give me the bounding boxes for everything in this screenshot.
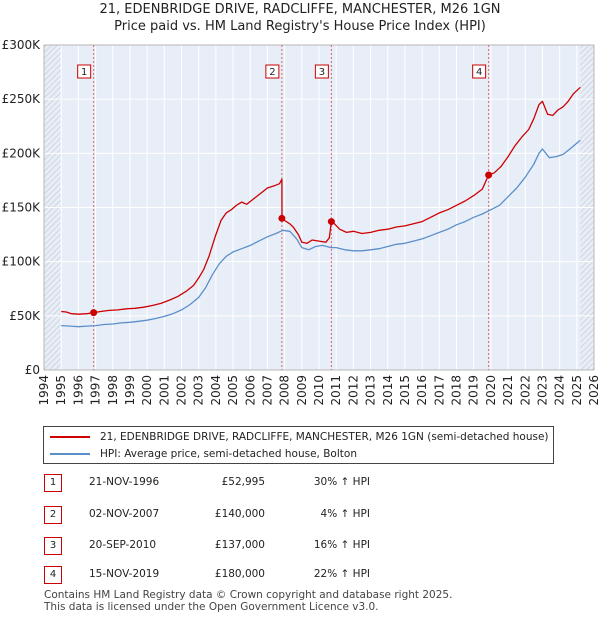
x-tick-label: 2024 — [553, 375, 567, 406]
sale-label-box — [265, 64, 280, 79]
series-line-property — [61, 86, 581, 315]
sale-row: 2 02-NOV-2007 £140,000 4% ↑ HPI — [0, 504, 600, 526]
x-tick-label: 2021 — [501, 375, 515, 406]
sale-number-badge: 2 — [44, 506, 62, 524]
x-tick-label: 2014 — [381, 375, 395, 406]
sale-row: 4 15-NOV-2019 £180,000 22% ↑ HPI — [0, 564, 600, 586]
x-tick-label: 2000 — [140, 375, 154, 406]
x-tick-label: 2023 — [535, 375, 549, 406]
sale-date: 21-NOV-1996 — [89, 476, 160, 488]
sale-hpi-change: 22% ↑ HPI — [313, 568, 370, 580]
legend-swatch-property — [50, 436, 90, 438]
x-tick-label: 2013 — [364, 375, 378, 406]
sale-date: 20-SEP-2010 — [89, 539, 157, 551]
x-tick-label: 2026 — [587, 375, 600, 406]
x-tick-label: 2004 — [209, 375, 223, 406]
sale-point — [485, 171, 493, 179]
x-tick-label: 2009 — [295, 375, 309, 406]
sale-point — [278, 214, 286, 222]
x-tick-label: 1994 — [37, 375, 51, 406]
legend-swatch-hpi — [50, 453, 90, 455]
y-tick-label: £0 — [25, 363, 40, 377]
x-tick-label: 2002 — [175, 375, 189, 406]
x-tick-label: 1998 — [106, 375, 120, 406]
x-tick-label: 2019 — [467, 375, 481, 406]
series-line-hpi — [61, 139, 581, 328]
sale-label-text: 3 — [319, 67, 325, 78]
sale-price: £137,000 — [214, 539, 265, 551]
sale-date: 02-NOV-2007 — [89, 508, 160, 520]
y-tick-label: £300K — [2, 38, 42, 52]
legend-item-property: 21, EDENBRIDGE DRIVE, RADCLIFFE, MANCHES… — [44, 429, 549, 445]
chart-legend: 21, EDENBRIDGE DRIVE, RADCLIFFE, MANCHES… — [43, 426, 554, 464]
sale-number-badge: 1 — [44, 474, 62, 492]
sale-point — [90, 309, 98, 317]
footer-licence: This data is licensed under the Open Gov… — [44, 601, 379, 613]
x-tick-label: 2003 — [192, 375, 206, 406]
sale-point — [327, 218, 335, 226]
legend-item-hpi: HPI: Average price, semi-detached house,… — [44, 446, 357, 462]
x-tick-label: 1996 — [71, 375, 85, 406]
x-tick-label: 2010 — [312, 375, 326, 406]
x-tick-label: 2006 — [243, 375, 257, 406]
x-tick-label: 2016 — [415, 375, 429, 406]
x-tick-label: 2022 — [518, 375, 532, 406]
sale-label-text: 2 — [269, 67, 275, 78]
x-tick-label: 2001 — [157, 375, 171, 406]
x-tick-label: 1997 — [89, 375, 103, 406]
x-tick-label: 2018 — [450, 375, 464, 406]
sale-hpi-change: 16% ↑ HPI — [313, 539, 370, 551]
y-tick-label: £250K — [2, 92, 42, 106]
x-tick-label: 2007 — [260, 375, 274, 406]
sale-hpi-change: 30% ↑ HPI — [313, 476, 370, 488]
x-tick-label: 2025 — [570, 375, 584, 406]
y-tick-label: £200K — [2, 146, 42, 160]
sale-label-text: 1 — [81, 67, 87, 78]
x-tick-label: 2015 — [398, 375, 412, 406]
sale-label-text: 4 — [476, 67, 482, 78]
sale-number-badge: 4 — [44, 566, 62, 584]
sale-price: £52,995 — [221, 476, 265, 488]
sale-price: £180,000 — [214, 568, 265, 580]
sale-date: 15-NOV-2019 — [89, 568, 160, 580]
x-tick-label: 1995 — [54, 375, 68, 406]
sale-label-box — [314, 64, 329, 79]
x-tick-label: 2017 — [432, 375, 446, 406]
sale-label-box — [77, 64, 92, 79]
chart-title: 21, EDENBRIDGE DRIVE, RADCLIFFE, MANCHES… — [99, 2, 501, 17]
footer-copyright: Contains HM Land Registry data © Crown c… — [44, 589, 453, 601]
y-tick-label: £150K — [2, 201, 42, 215]
x-tick-label: 2005 — [226, 375, 240, 406]
x-tick-label: 2011 — [329, 375, 343, 406]
x-tick-label: 1999 — [123, 375, 137, 406]
sale-label-box — [472, 64, 487, 79]
x-tick-label: 2008 — [278, 375, 292, 406]
x-tick-label: 2020 — [484, 375, 498, 406]
chart-subtitle: Price paid vs. HM Land Registry's House … — [114, 19, 486, 34]
sale-row: 3 20-SEP-2010 £137,000 16% ↑ HPI — [0, 535, 600, 557]
plot-frame — [43, 44, 595, 371]
sale-price: £140,000 — [214, 508, 265, 520]
x-tick-label: 2012 — [346, 375, 360, 406]
legend-label-property: 21, EDENBRIDGE DRIVE, RADCLIFFE, MANCHES… — [100, 431, 549, 443]
sale-hpi-change: 4% ↑ HPI — [320, 508, 370, 520]
y-tick-label: £100K — [2, 255, 42, 269]
legend-label-hpi: HPI: Average price, semi-detached house,… — [100, 448, 357, 460]
y-tick-label: £50K — [9, 309, 41, 323]
sale-row: 1 21-NOV-1996 £52,995 30% ↑ HPI — [0, 472, 600, 494]
sale-number-badge: 3 — [44, 537, 62, 555]
